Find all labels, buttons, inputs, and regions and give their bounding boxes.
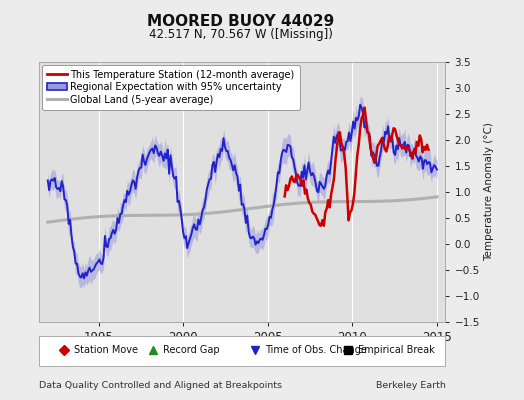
Text: Data Quality Controlled and Aligned at Breakpoints: Data Quality Controlled and Aligned at B…: [39, 381, 282, 390]
Text: Berkeley Earth: Berkeley Earth: [376, 381, 445, 390]
Text: MOORED BUOY 44029: MOORED BUOY 44029: [147, 14, 335, 29]
Text: Empirical Break: Empirical Break: [358, 345, 435, 355]
Text: 42.517 N, 70.567 W ([Missing]): 42.517 N, 70.567 W ([Missing]): [149, 28, 333, 41]
Text: Station Move: Station Move: [74, 345, 138, 355]
Text: Time of Obs. Change: Time of Obs. Change: [265, 345, 367, 355]
Y-axis label: Temperature Anomaly (°C): Temperature Anomaly (°C): [484, 122, 494, 262]
Legend: This Temperature Station (12-month average), Regional Expectation with 95% uncer: This Temperature Station (12-month avera…: [42, 65, 300, 110]
Text: Record Gap: Record Gap: [163, 345, 220, 355]
